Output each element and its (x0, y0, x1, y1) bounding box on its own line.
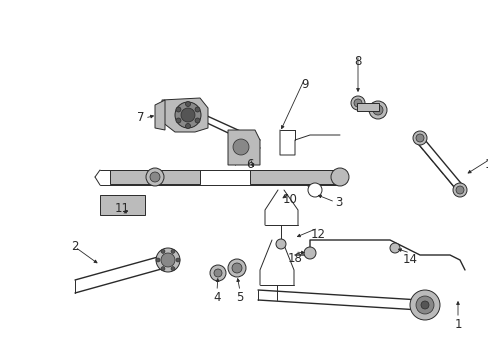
Circle shape (195, 118, 200, 123)
Circle shape (176, 107, 181, 112)
Text: 14: 14 (402, 253, 417, 266)
Circle shape (181, 108, 195, 122)
Circle shape (227, 259, 245, 277)
Circle shape (353, 99, 361, 107)
Text: 18: 18 (287, 252, 302, 265)
Text: 1: 1 (453, 318, 461, 331)
Circle shape (209, 265, 225, 281)
Polygon shape (100, 195, 145, 215)
Text: 6: 6 (246, 158, 253, 171)
Circle shape (161, 249, 164, 253)
Circle shape (214, 269, 222, 277)
Text: 10: 10 (282, 193, 297, 206)
Circle shape (185, 123, 190, 129)
Circle shape (195, 107, 200, 112)
Circle shape (307, 183, 321, 197)
Polygon shape (155, 100, 164, 130)
Polygon shape (227, 130, 260, 165)
Text: 8: 8 (354, 55, 361, 68)
Circle shape (389, 243, 399, 253)
Circle shape (176, 258, 180, 262)
Circle shape (156, 248, 180, 272)
Circle shape (350, 96, 364, 110)
Bar (249, 170, 339, 184)
Circle shape (176, 118, 181, 123)
Circle shape (415, 134, 423, 142)
Circle shape (368, 101, 386, 119)
Text: 11: 11 (114, 202, 129, 215)
Text: 5: 5 (236, 291, 243, 304)
Text: 2: 2 (71, 240, 79, 253)
Circle shape (185, 102, 190, 107)
Circle shape (161, 267, 164, 271)
Circle shape (409, 290, 439, 320)
Circle shape (330, 168, 348, 186)
Circle shape (171, 249, 175, 253)
Circle shape (452, 183, 466, 197)
Circle shape (232, 139, 248, 155)
Circle shape (415, 296, 433, 314)
Polygon shape (162, 98, 207, 132)
Circle shape (161, 253, 175, 267)
Circle shape (275, 239, 285, 249)
Text: 3: 3 (334, 195, 342, 208)
Circle shape (146, 168, 163, 186)
Text: 4: 4 (213, 291, 220, 304)
Circle shape (231, 263, 242, 273)
Text: 12: 12 (310, 228, 325, 241)
Bar (110, 170, 200, 184)
Circle shape (420, 301, 428, 309)
Circle shape (304, 247, 315, 259)
Circle shape (150, 172, 160, 182)
Circle shape (156, 258, 160, 262)
Circle shape (171, 267, 175, 271)
Circle shape (412, 131, 426, 145)
Circle shape (175, 102, 201, 128)
Text: 13: 13 (484, 158, 488, 171)
Text: 7: 7 (137, 112, 145, 125)
Text: 9: 9 (301, 78, 308, 91)
Circle shape (455, 186, 463, 194)
Bar (356, 104, 378, 111)
Circle shape (372, 105, 382, 115)
